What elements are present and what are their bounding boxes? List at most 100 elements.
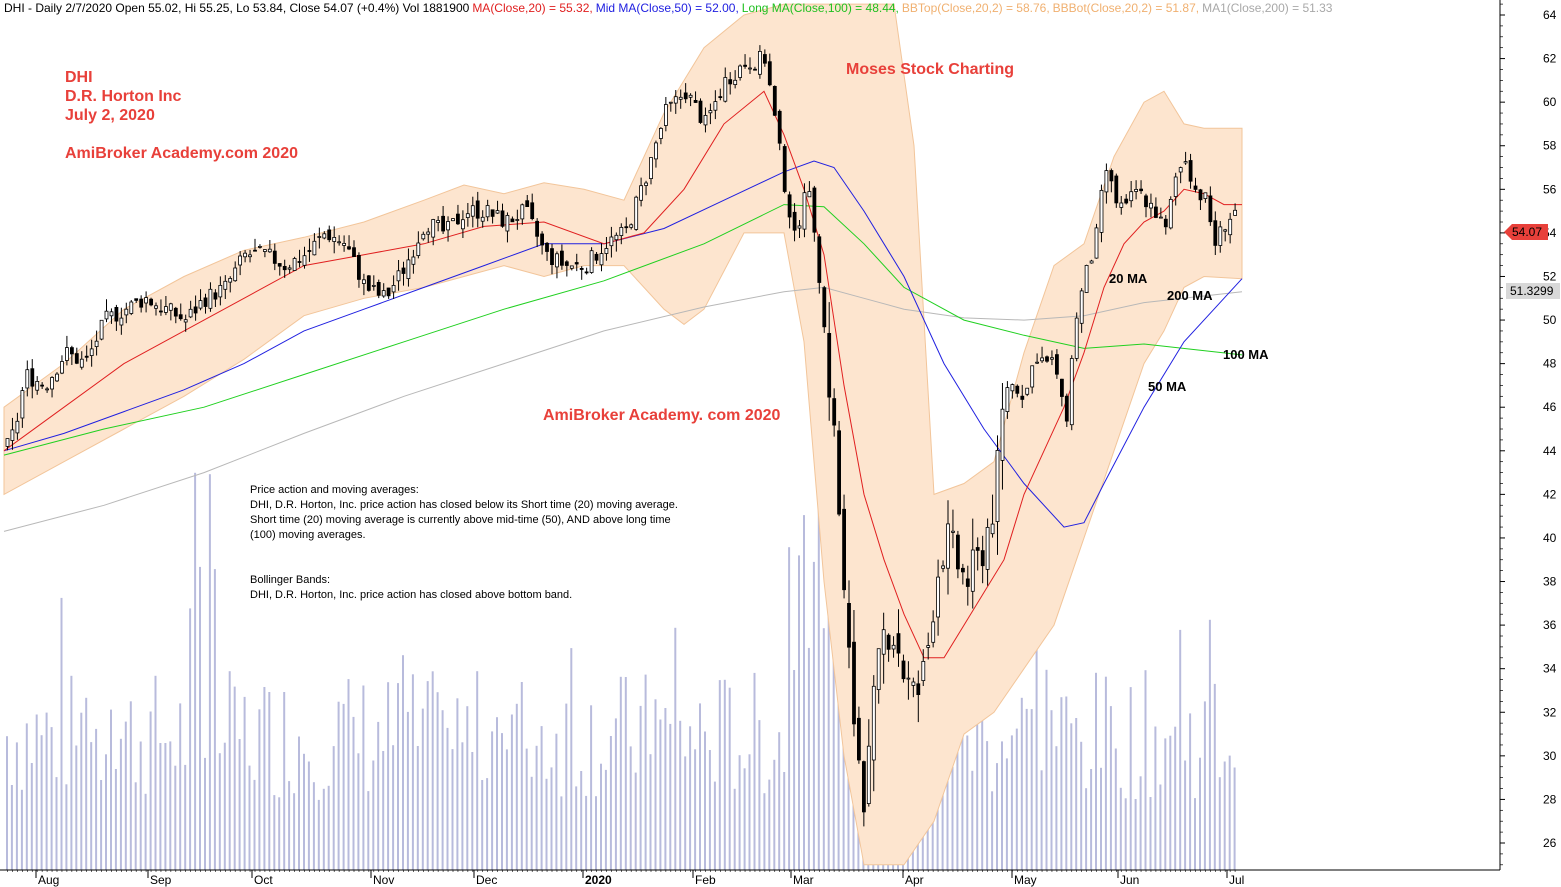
candle-up: [228, 277, 233, 283]
volume-bar: [961, 687, 964, 870]
volume-bar: [699, 703, 701, 870]
volume-bar: [654, 699, 657, 870]
candle-down: [1055, 354, 1059, 375]
candle-down: [683, 92, 688, 100]
volume-bar: [644, 674, 647, 870]
candle-up: [619, 226, 624, 236]
volume-bar: [783, 772, 786, 870]
candle-down: [584, 271, 589, 274]
candle-up: [342, 242, 347, 246]
candle-down: [842, 508, 846, 591]
candle-down: [728, 79, 733, 85]
volume-bar: [991, 791, 994, 870]
date-tick-label: Dec: [476, 873, 497, 887]
candle-up: [1089, 260, 1094, 264]
volume-bar: [986, 741, 989, 870]
volume-bar: [357, 753, 360, 870]
candle-up: [188, 308, 193, 318]
volume-bar: [1223, 761, 1226, 870]
candle-up: [208, 288, 213, 309]
volume-bar: [580, 771, 583, 870]
candle-down: [307, 250, 312, 252]
volume-bar: [842, 665, 845, 870]
price-tick-label: 58: [1543, 139, 1557, 153]
candle-down: [1139, 188, 1143, 192]
candle-up: [60, 361, 64, 374]
volume-bar: [788, 547, 791, 870]
candle-up: [569, 265, 574, 269]
volume-bar: [243, 696, 246, 870]
volume-bar: [728, 687, 731, 870]
candle-down: [1144, 195, 1148, 208]
candle-up: [1000, 408, 1005, 461]
volume-bar: [946, 767, 949, 870]
volume-bar: [520, 682, 523, 870]
volume-bar: [1104, 676, 1107, 870]
price-tick-label: 30: [1543, 749, 1557, 763]
candle-up: [1040, 357, 1044, 362]
volume-bar: [669, 723, 672, 870]
volume-bar: [466, 706, 469, 870]
title-company: D.R. Horton Inc: [65, 88, 182, 105]
candle-down: [847, 603, 851, 648]
candle-up: [337, 241, 342, 244]
volume-bar: [144, 793, 147, 870]
candle-up: [515, 219, 520, 221]
title-symbol: DHI: [65, 69, 93, 86]
candle-up: [45, 388, 49, 391]
volume-bar: [105, 754, 107, 870]
volume-bar: [649, 754, 652, 870]
volume-bar: [223, 742, 226, 870]
volume-bar: [1010, 735, 1013, 870]
volume-bar: [530, 776, 533, 870]
candle-up: [322, 233, 327, 239]
volume-bar: [634, 772, 637, 870]
volume-bar: [194, 472, 197, 870]
volume-bar: [1179, 629, 1182, 870]
candle-up: [1030, 365, 1035, 388]
candle-down: [777, 110, 782, 144]
candle-up: [1223, 229, 1228, 232]
candle-up: [644, 182, 648, 186]
volume-bar: [803, 515, 805, 870]
volume-bar: [421, 708, 424, 870]
candle-down: [767, 61, 772, 86]
volume-bar: [609, 736, 612, 870]
candle-up: [25, 369, 30, 389]
volume-bar: [505, 749, 508, 870]
header-ma200: MA1(Close,200) = 51.33: [1202, 1, 1333, 15]
candle-down: [1188, 160, 1193, 182]
date-tick-label: Apr: [905, 873, 924, 887]
volume-bar: [1030, 709, 1033, 870]
volume-bar: [70, 675, 73, 870]
volume-bar: [674, 627, 677, 870]
volume-bar: [639, 705, 642, 870]
candle-down: [376, 281, 381, 296]
candle-down: [787, 194, 792, 218]
volume-bar: [327, 785, 330, 870]
volume-bar: [793, 670, 796, 870]
volume-bar: [1040, 770, 1043, 870]
candle-up: [104, 310, 109, 320]
candle-up: [257, 245, 262, 248]
volume-bar: [154, 675, 157, 870]
candle-up: [1074, 317, 1079, 359]
candle-down: [1015, 385, 1020, 394]
volume-bar: [1015, 728, 1018, 870]
volume-bar: [1129, 687, 1132, 870]
candle-up: [129, 301, 134, 314]
date-tick-label: Mar: [793, 873, 814, 887]
volume-bar: [733, 788, 736, 870]
volume-bar: [1149, 797, 1152, 870]
candle-up: [911, 681, 916, 686]
volume-bar: [80, 712, 83, 870]
volume-bar: [812, 561, 815, 870]
candle-up: [332, 236, 337, 242]
volume-bar: [273, 795, 276, 870]
volume-bar: [15, 742, 18, 870]
candle-down: [1154, 206, 1158, 218]
volume-bar: [337, 701, 340, 870]
volume-bar: [218, 753, 221, 870]
price-tick-label: 60: [1543, 95, 1557, 109]
